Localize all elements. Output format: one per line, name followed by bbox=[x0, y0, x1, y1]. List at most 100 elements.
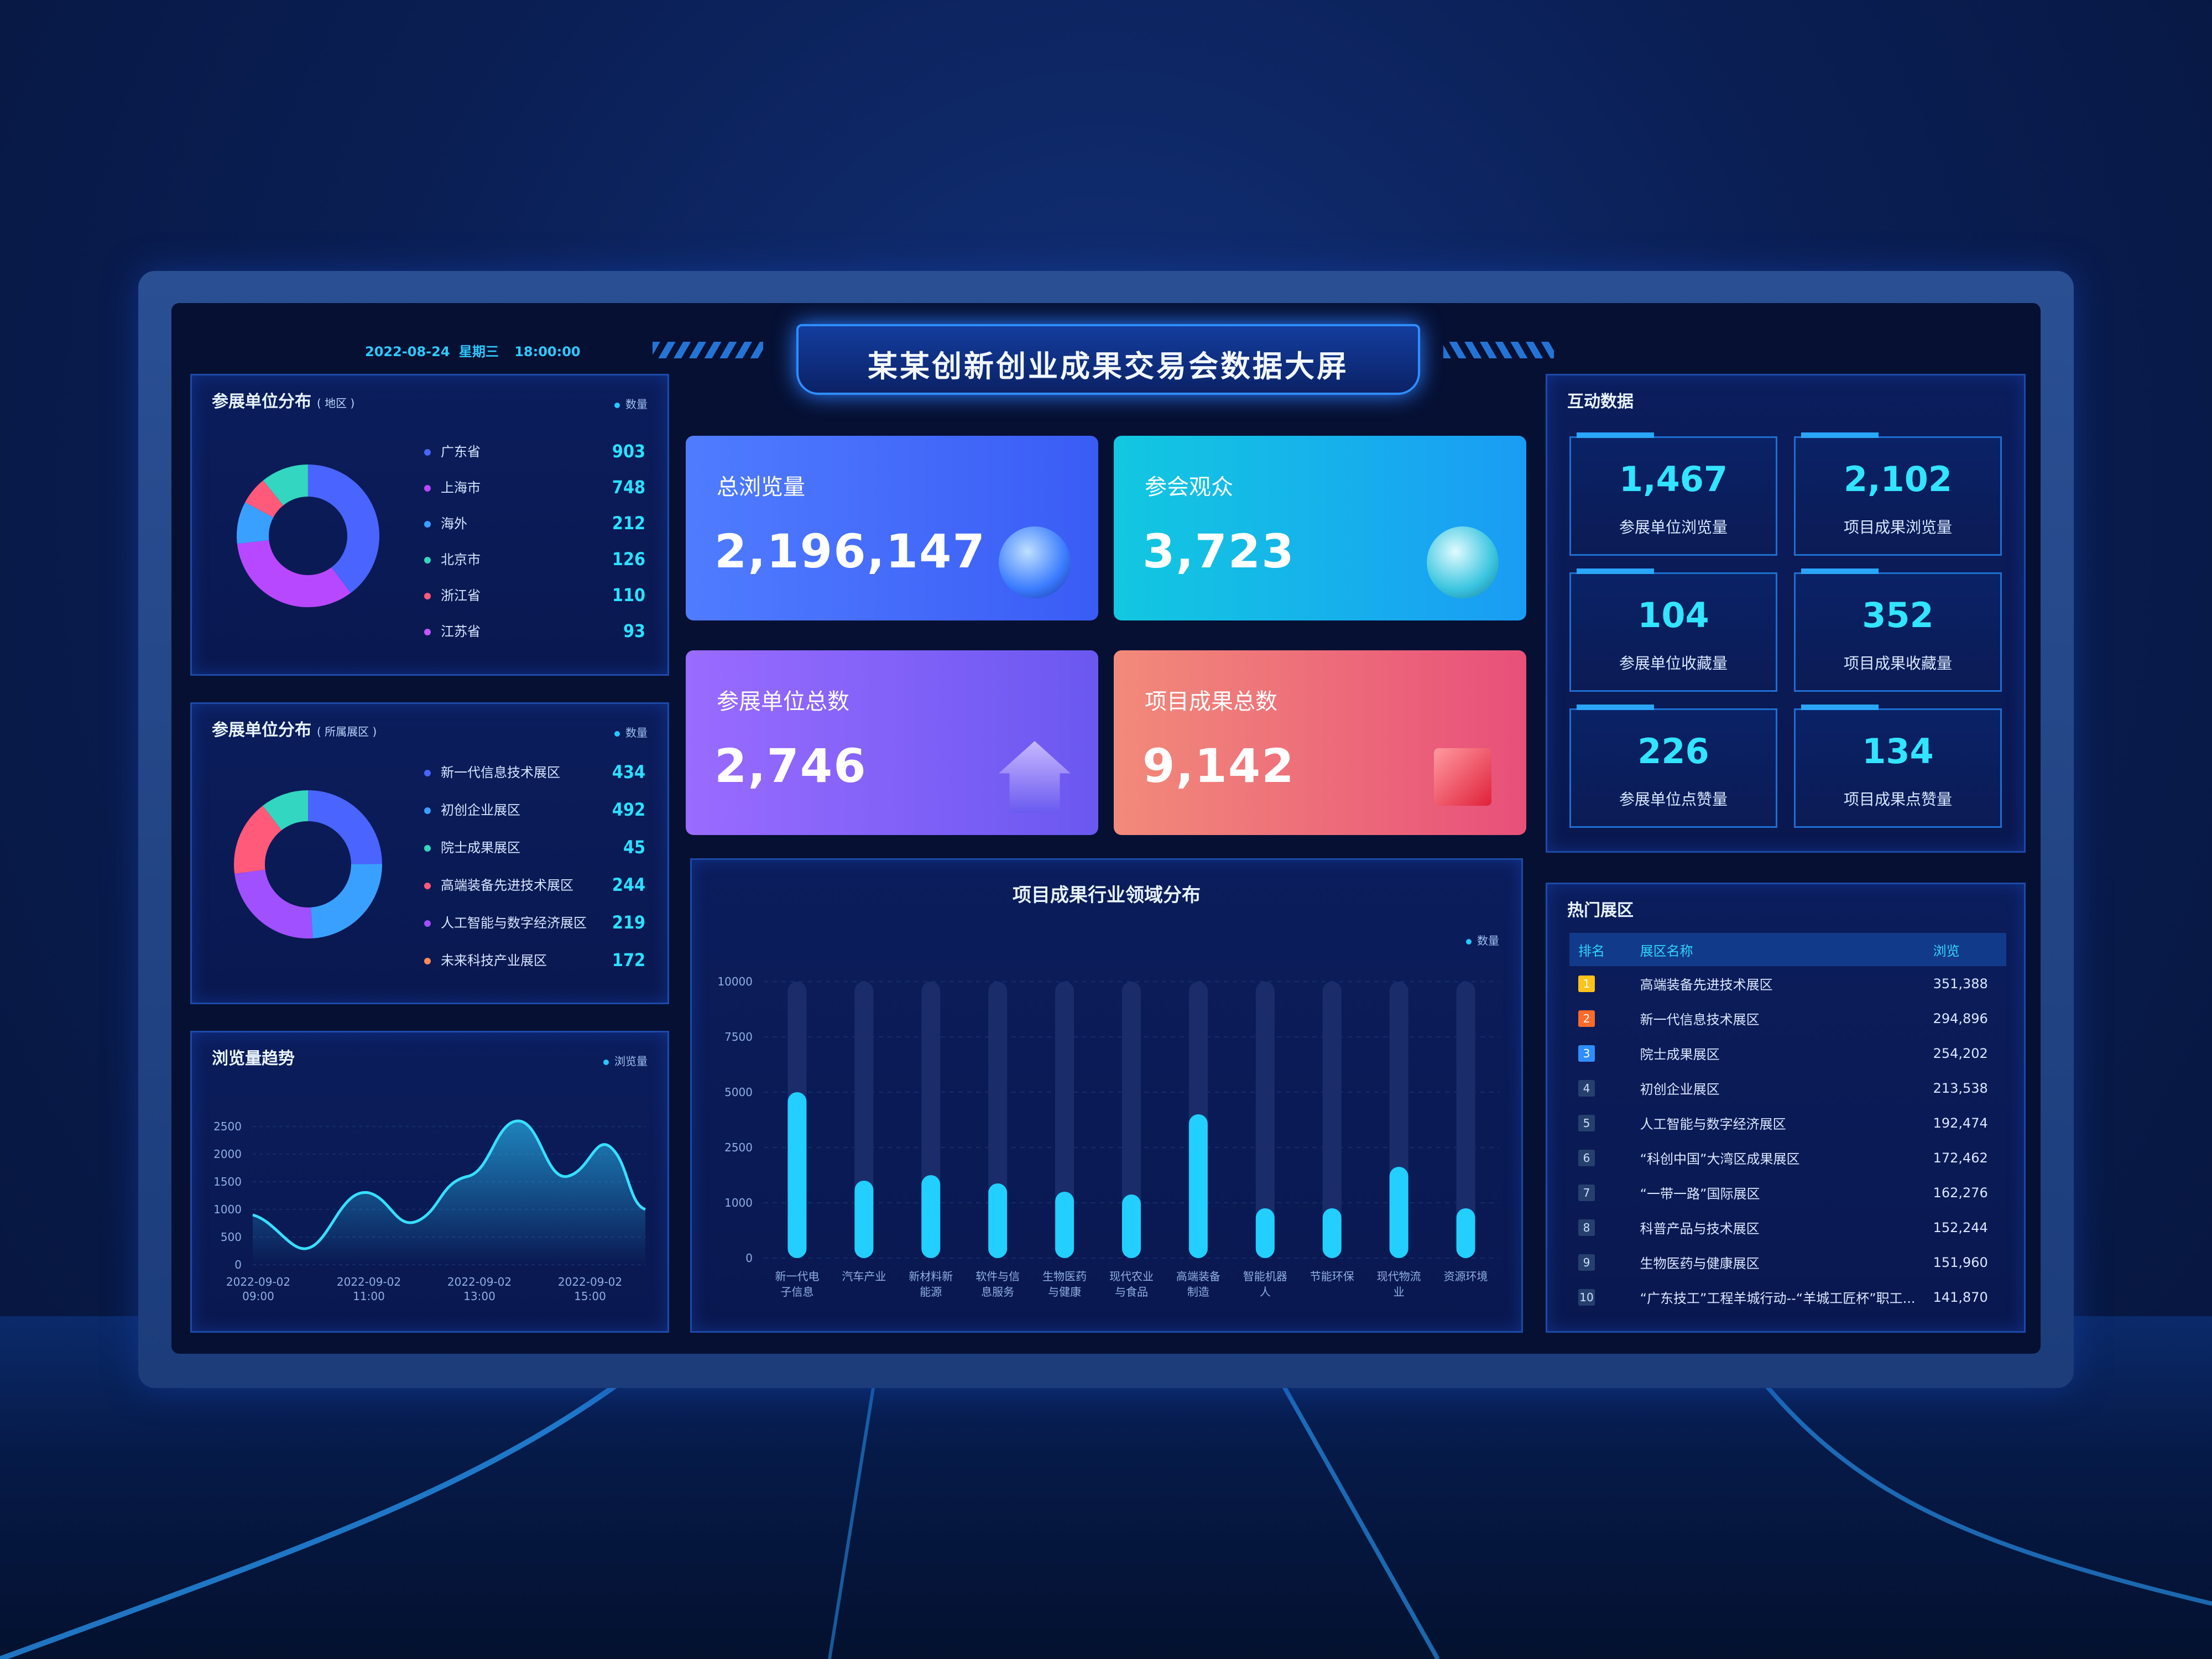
legend-label: 初创企业展区 bbox=[441, 802, 520, 818]
page-title: 某某创新创业成果交易会数据大屏 bbox=[868, 349, 1349, 384]
panel-title: 互动数据 bbox=[1567, 392, 1634, 411]
crystal-ball-icon bbox=[1427, 526, 1499, 598]
card-total-views: 总浏览量 2,196,147 bbox=[686, 436, 1098, 620]
table-row[interactable]: 9 生物医药与健康展区 151,960 bbox=[1569, 1245, 2006, 1280]
zone-name: 生物医药与健康展区 bbox=[1640, 1256, 1760, 1271]
zone-views: 162,276 bbox=[1933, 1185, 1988, 1201]
table-row[interactable]: 2 新一代信息技术展区 294,896 bbox=[1569, 1001, 2006, 1036]
table-row[interactable]: 3 院士成果展区 254,202 bbox=[1569, 1036, 2006, 1071]
table-row[interactable]: 6 “科创中国”大湾区成果展区 172,462 bbox=[1569, 1140, 2006, 1175]
zone-views: 294,896 bbox=[1933, 1010, 1988, 1026]
header-deco-left bbox=[653, 342, 763, 358]
zone-donut-chart bbox=[234, 790, 382, 938]
table-row[interactable]: 7 “一带一路”国际展区 162,276 bbox=[1569, 1175, 2006, 1210]
panel-title: 参展单位分布( 地区 ) bbox=[212, 392, 355, 411]
legend-value: 244 bbox=[612, 874, 645, 895]
bar-track bbox=[1456, 982, 1475, 1258]
x-tick-time: 11:00 bbox=[353, 1290, 385, 1303]
card-label: 参会观众 bbox=[1145, 474, 1233, 500]
legend-count: 数量 bbox=[614, 724, 648, 740]
zone-views: 141,870 bbox=[1933, 1289, 1988, 1305]
rank-badge: 2 bbox=[1578, 1010, 1595, 1027]
x-tick-date: 2022-09-02 bbox=[447, 1275, 512, 1288]
legend-item: 海外 212 bbox=[424, 513, 645, 535]
legend-dot bbox=[424, 958, 431, 964]
panel-title: 浏览量趋势 bbox=[212, 1049, 295, 1068]
table-row[interactable]: 4 初创企业展区 213,538 bbox=[1569, 1071, 2006, 1105]
zone-name: 初创企业展区 bbox=[1640, 1082, 1720, 1097]
legend-dot bbox=[424, 770, 431, 776]
legend-item: 浙江省 110 bbox=[424, 585, 645, 607]
stat-card: 1,467 参展单位浏览量 bbox=[1569, 432, 1777, 556]
card-value: 2,196,147 bbox=[714, 524, 986, 578]
y-tick-label: 1000 bbox=[724, 1196, 753, 1209]
table-row[interactable]: 5 人工智能与数字经济展区 192,474 bbox=[1569, 1105, 2006, 1140]
legend-value: 219 bbox=[612, 912, 645, 933]
zone-name: 院士成果展区 bbox=[1640, 1047, 1720, 1062]
x-tick-label: 子信息 bbox=[780, 1285, 813, 1298]
legend-count: 数量 bbox=[1466, 932, 1499, 948]
legend-label: 上海市 bbox=[441, 480, 481, 495]
card-label: 参展单位总数 bbox=[717, 689, 849, 714]
legend-item: 北京市 126 bbox=[424, 549, 645, 571]
legend-value: 748 bbox=[612, 477, 645, 498]
y-tick-label: 5000 bbox=[724, 1086, 753, 1099]
rank-badge: 8 bbox=[1578, 1219, 1595, 1236]
bar bbox=[787, 1092, 807, 1258]
stat-card: 2,102 项目成果浏览量 bbox=[1794, 432, 2002, 556]
y-tick-label: 0 bbox=[745, 1251, 753, 1265]
legend-dot bbox=[424, 593, 431, 599]
stat-value: 352 bbox=[1862, 595, 1934, 635]
panel-title: 热门展区 bbox=[1567, 901, 1634, 920]
stat-label: 参展单位浏览量 bbox=[1619, 518, 1728, 536]
cube-icon bbox=[1434, 748, 1491, 806]
table-row[interactable]: 10 “广东技工”工程羊城行动--“羊城工匠杯”职工... 141,870 bbox=[1569, 1280, 2006, 1314]
rank-badge: 6 bbox=[1578, 1149, 1595, 1166]
legend-dot bbox=[424, 521, 431, 528]
hot-zone-panel: 热门展区 排名 展区名称 浏览 1 高端装备先进技术展区 351,388 2 新一代信息… bbox=[1546, 883, 2026, 1333]
x-tick-time: 13:00 bbox=[463, 1290, 495, 1303]
zone-name: 高端装备先进技术展区 bbox=[1640, 977, 1773, 993]
legend-label: 人工智能与数字经济展区 bbox=[441, 915, 587, 931]
x-tick-label: 高端装备 bbox=[1176, 1270, 1220, 1283]
rank-badge: 3 bbox=[1578, 1045, 1595, 1062]
stat-value: 104 bbox=[1637, 595, 1709, 635]
stat-value: 134 bbox=[1862, 731, 1934, 771]
card-label: 总浏览量 bbox=[717, 474, 805, 500]
x-tick-label: 生物医药 bbox=[1042, 1270, 1087, 1283]
col-name: 展区名称 bbox=[1631, 933, 1924, 966]
zone-views: 213,538 bbox=[1933, 1080, 1988, 1096]
bar bbox=[1188, 1114, 1208, 1258]
x-tick-label: 新一代电 bbox=[775, 1270, 819, 1283]
stat-tab bbox=[1577, 432, 1654, 438]
legend-count: 数量 bbox=[614, 395, 648, 411]
legend-label: 江苏省 bbox=[441, 624, 481, 639]
stat-label: 项目成果收藏量 bbox=[1843, 654, 1952, 672]
stat-value: 2,102 bbox=[1843, 459, 1953, 499]
zone-views: 192,474 bbox=[1933, 1115, 1988, 1131]
stat-value: 1,467 bbox=[1619, 459, 1728, 499]
x-tick-date: 2022-09-02 bbox=[337, 1275, 401, 1288]
legend-value: 93 bbox=[623, 620, 645, 641]
col-rank: 排名 bbox=[1569, 933, 1631, 966]
bar bbox=[1255, 1208, 1275, 1258]
rank-badge: 9 bbox=[1578, 1254, 1595, 1271]
card-exhibitors: 参展单位总数 2,746 bbox=[686, 650, 1098, 835]
zone-distribution-panel: 参展单位分布( 所属展区 ) 数量 新一代信息技术展区 434 初创企业展区 492 院… bbox=[190, 702, 669, 1004]
card-value: 2,746 bbox=[714, 739, 867, 793]
legend-label: 新一代信息技术展区 bbox=[441, 765, 560, 780]
stat-tab bbox=[1801, 705, 1879, 710]
legend-value: 903 bbox=[612, 441, 645, 462]
legend-item: 院士成果展区 45 bbox=[424, 837, 645, 859]
table-row[interactable]: 1 高端装备先进技术展区 351,388 bbox=[1569, 966, 2006, 1001]
legend-item: 上海市 748 bbox=[424, 477, 645, 499]
globe-icon bbox=[999, 526, 1071, 598]
x-tick-label: 与食品 bbox=[1115, 1285, 1148, 1298]
bar-track bbox=[1122, 982, 1141, 1258]
x-tick-date: 2022-09-02 bbox=[558, 1275, 622, 1288]
interaction-panel: 互动数据 1,467 参展单位浏览量 2,102 项目成果浏览量 104 参展单位收藏量 3… bbox=[1546, 374, 2026, 853]
table-row[interactable]: 8 科普产品与技术展区 152,244 bbox=[1569, 1210, 2006, 1245]
rank-badge: 7 bbox=[1578, 1184, 1595, 1201]
x-tick-label: 息服务 bbox=[981, 1285, 1014, 1298]
time: 18:00:00 bbox=[514, 344, 581, 359]
